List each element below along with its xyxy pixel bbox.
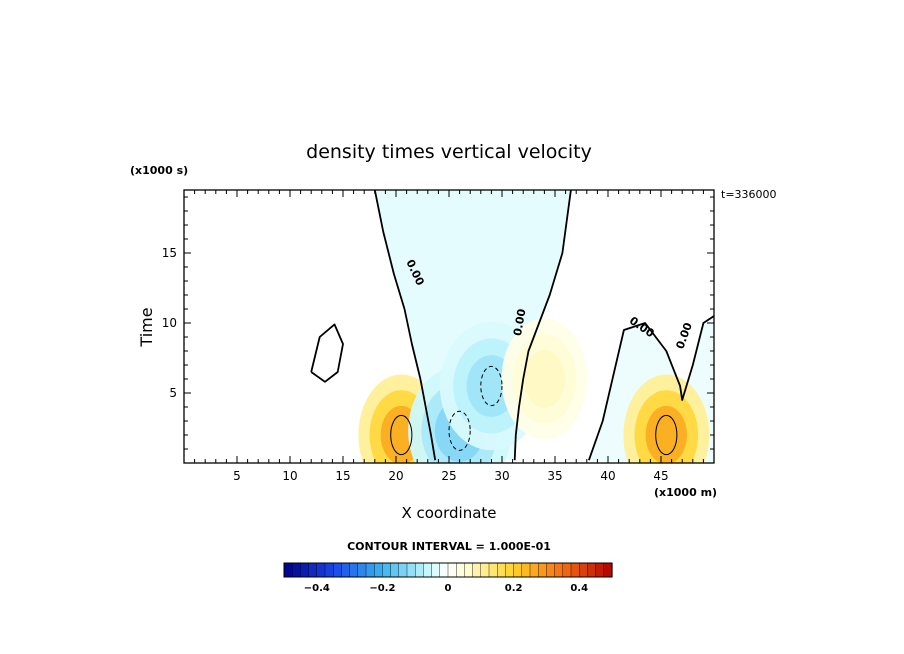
colorbar-bin [562, 562, 572, 578]
colorbar-bin [406, 562, 416, 578]
x-axis: 5 10 15 20 25 30 35 40 45 [194, 190, 704, 483]
colorbar-bin [447, 562, 457, 578]
colorbar-tick-label: 0.4 [570, 583, 588, 594]
colorbar-bin [554, 562, 564, 578]
contour-label: 0.00 [511, 308, 529, 337]
feature-blob [645, 405, 687, 463]
colorbar-bin [538, 562, 548, 578]
colorbar [283, 562, 613, 578]
time-stamp: t=336000 [721, 188, 777, 201]
x-tick-label: 15 [335, 469, 350, 483]
x-units-label: (x1000 m) [654, 486, 717, 499]
colorbar-bin [472, 562, 482, 578]
y-tick-label: 5 [169, 386, 177, 400]
feature-contour [480, 365, 503, 407]
colorbar-bin [308, 562, 318, 578]
x-tick-label: 30 [494, 469, 509, 483]
colorbar-bin [324, 562, 334, 578]
y-units-label: (x1000 s) [130, 164, 188, 177]
colorbar-bin [505, 562, 515, 578]
x-tick-label: 35 [547, 469, 562, 483]
colorbar-tick-label: −0.4 [304, 583, 330, 594]
colorbar-tick-label: 0 [445, 583, 452, 594]
colorbar-bin [382, 562, 392, 578]
x-tick-label: 45 [653, 469, 668, 483]
zero-contour-line [310, 323, 344, 383]
x-tick-label: 20 [388, 469, 403, 483]
colorbar-bin [300, 562, 310, 578]
colorbar-bin [415, 562, 425, 578]
colorbar-bin [513, 562, 523, 578]
colorbar-bin [374, 562, 384, 578]
colorbar-bin [456, 562, 466, 578]
colorbar-tick-label: 0.2 [505, 583, 523, 594]
colorbar-frame [283, 562, 613, 578]
x-tick-label: 10 [282, 469, 297, 483]
feature-contour [655, 414, 678, 456]
feature-blob [523, 349, 566, 409]
colorbar-bin [579, 562, 589, 578]
zero-contour-line [588, 315, 714, 461]
colorbar-bin [349, 562, 359, 578]
colorbar-bin [316, 562, 326, 578]
colorbar-bin [333, 562, 343, 578]
colorbar-bin [423, 562, 433, 578]
colorbar-bin [398, 562, 408, 578]
contour-label: 0.00 [673, 321, 695, 351]
zero-contour-line [513, 190, 572, 461]
colorbar-bin [546, 562, 556, 578]
y-axis-title: Time [137, 307, 156, 347]
colorbar-bin [365, 562, 375, 578]
chart-title: density times vertical velocity [306, 141, 592, 163]
contour-interval-label: CONTOUR INTERVAL = 1.000E-01 [347, 540, 551, 553]
feature-contour [448, 410, 471, 451]
colorbar-bin [480, 562, 490, 578]
colorbar-bin [521, 562, 531, 578]
colorbar-bin [283, 562, 293, 578]
colorbar-bin [570, 562, 580, 578]
y-tick-label: 10 [162, 316, 177, 330]
zero-contour-line [373, 190, 437, 461]
x-axis-title: X coordinate [401, 504, 496, 522]
x-tick-label: 40 [600, 469, 615, 483]
colorbar-bin [292, 562, 302, 578]
colorbar-bin [431, 562, 441, 578]
colorbar-bin [357, 562, 367, 578]
colorbar-bin [464, 562, 474, 578]
colorbar-bin [529, 562, 539, 578]
colorbar-bin [488, 562, 498, 578]
colorbar-bin [587, 562, 597, 578]
colorbar-bin [439, 562, 449, 578]
colorbar-bin [390, 562, 400, 578]
x-tick-label: 25 [441, 469, 456, 483]
feature-contour [390, 414, 413, 456]
y-tick-label: 15 [162, 246, 177, 260]
y-axis: 5 10 15 [162, 196, 714, 450]
x-tick-label: 5 [233, 469, 241, 483]
contour-lines: 0.000.00 0.00 0.00 [310, 190, 714, 461]
colorbar-bin [603, 562, 613, 578]
colorbar-bin [497, 562, 507, 578]
colorbar-ticks: −0.4 −0.2 0 0.2 0.4 [304, 583, 588, 594]
colorbar-tick-label: −0.2 [369, 583, 395, 594]
colorbar-bin [595, 562, 605, 578]
colorbar-bin [341, 562, 351, 578]
